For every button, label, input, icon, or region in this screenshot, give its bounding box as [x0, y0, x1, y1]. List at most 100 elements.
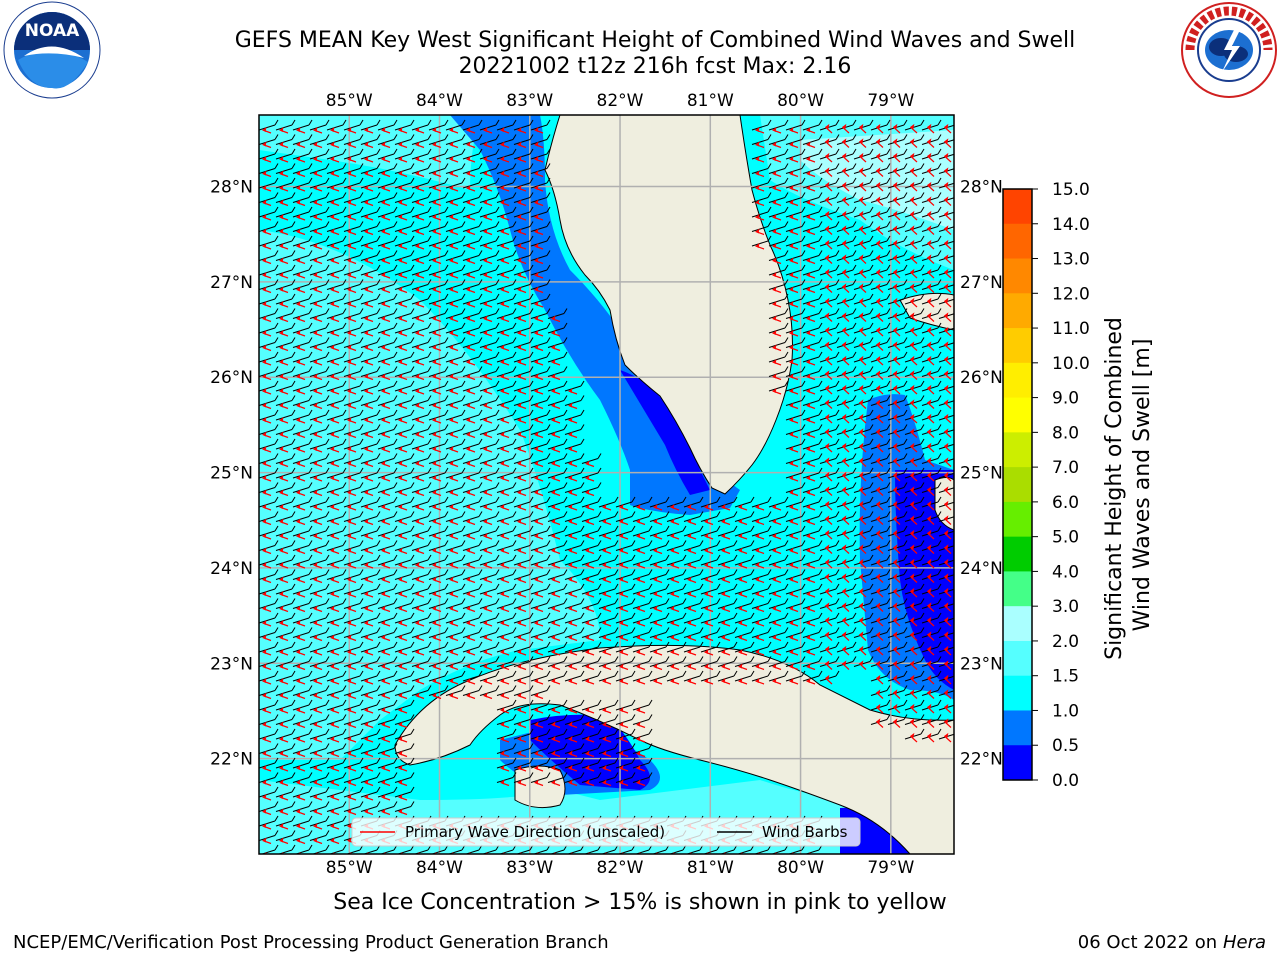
wind-barb: [292, 835, 310, 841]
wind-barb: [717, 501, 735, 508]
wind-barb: [785, 371, 803, 377]
wind-barb: [326, 516, 344, 522]
wind-barb: [377, 124, 395, 131]
lon-ticks-top: 85°W 84°W 83°W 82°W 81°W 80°W 79°W: [326, 91, 915, 111]
wind-barb: [802, 458, 820, 464]
wind-barb: [564, 429, 582, 435]
lat-ticks-right: 28°N27°N26°N25°N24°N23°N22°N: [960, 178, 1003, 770]
wave-direction-arrow: [943, 459, 952, 467]
wind-barb: [345, 849, 361, 854]
wind-barb: [479, 226, 497, 232]
wind-barb: [479, 139, 497, 145]
wind-barb: [700, 588, 718, 595]
wind-barb: [360, 182, 378, 189]
wind-barb: [428, 603, 446, 609]
wind-barb: [309, 835, 327, 841]
wind-barb: [326, 124, 344, 131]
wave-direction-arrow: [824, 445, 833, 453]
lon-tick-label-top: 79°W: [867, 91, 914, 111]
wave-direction-arrow: [875, 517, 884, 525]
wind-barb: [479, 313, 497, 319]
wind-barb: [598, 516, 616, 522]
wave-direction-arrow: [909, 140, 918, 148]
wind-barb: [530, 429, 548, 435]
wind-barb: [428, 458, 446, 464]
wind-barb: [394, 574, 412, 580]
wave-direction-arrow: [875, 155, 884, 163]
wind-barb: [530, 168, 548, 174]
wave-direction-arrow: [824, 619, 833, 627]
wave-direction-arrow: [943, 720, 952, 728]
wind-barb: [768, 255, 786, 261]
wind-barb: [411, 124, 429, 131]
footer-date-text: 06 Oct 2022 on: [1077, 932, 1223, 953]
wind-barb: [785, 153, 803, 160]
wind-barb: [479, 400, 497, 406]
wind-barb: [581, 617, 599, 624]
wind-barb: [394, 646, 412, 653]
wind-barb: [445, 675, 463, 682]
noaa-logo-text: NOAA: [25, 21, 80, 41]
wind-barb: [259, 748, 276, 754]
wind-barb: [275, 603, 293, 609]
colorbar-segment: [1003, 640, 1032, 677]
wind-barb: [377, 516, 395, 522]
wave-direction-arrow: [892, 155, 901, 163]
wind-barb: [700, 559, 718, 566]
wave-direction-arrow: [909, 648, 918, 656]
wind-barb: [377, 646, 395, 653]
wind-barb: [360, 327, 378, 334]
wind-barb: [462, 168, 480, 174]
wind-barb: [394, 153, 412, 160]
wave-direction-arrow: [875, 575, 884, 583]
wind-barb: [547, 646, 565, 653]
wind-barb: [411, 298, 429, 305]
wind-barb: [462, 400, 480, 406]
wind-barb: [445, 139, 463, 145]
wave-direction-arrow: [926, 372, 935, 380]
colorbar-tick-label: 2.0: [1052, 632, 1079, 652]
wave-direction-arrow: [824, 575, 833, 583]
wind-barb: [377, 168, 395, 174]
wind-barb: [343, 255, 361, 261]
wind-barb: [343, 675, 361, 682]
wind-barb: [496, 298, 514, 305]
wave-direction-arrow: [892, 314, 901, 322]
wind-barb: [564, 661, 582, 667]
wave-direction-arrow: [909, 561, 918, 569]
wind-barb: [530, 646, 548, 653]
wind-barb: [292, 777, 310, 783]
wind-barb: [666, 661, 684, 667]
wind-barb: [768, 153, 786, 160]
wave-direction-arrow: [926, 532, 935, 540]
wind-barb: [326, 617, 344, 624]
wave-direction-arrow: [858, 256, 867, 264]
wind-barb: [328, 849, 344, 854]
wind-barb: [428, 269, 446, 276]
wind-barb: [377, 762, 395, 769]
wind-barb: [785, 197, 803, 203]
wave-direction-arrow: [824, 532, 833, 540]
wind-barb: [377, 342, 395, 348]
wind-barb: [666, 559, 684, 566]
wave-direction-arrow: [858, 372, 867, 380]
wind-barb: [360, 704, 378, 711]
wave-direction-arrow: [824, 140, 833, 148]
wave-direction-arrow: [875, 430, 884, 438]
wind-barb: [343, 443, 361, 450]
wind-barb: [309, 516, 327, 522]
wind-barb: [377, 690, 395, 696]
colorbar-tick-label: 5.0: [1052, 528, 1079, 548]
wind-barb: [615, 574, 633, 580]
wind-barb: [479, 197, 497, 203]
wave-direction-arrow: [909, 706, 918, 714]
wind-barb: [547, 342, 565, 348]
wave-direction-arrow: [875, 590, 884, 598]
wind-barb: [326, 472, 344, 479]
wind-barb: [564, 472, 582, 479]
wind-barb: [547, 429, 565, 435]
wave-direction-arrow: [892, 401, 901, 409]
wind-barb: [634, 849, 650, 854]
wind-barb: [700, 516, 718, 522]
wave-direction-arrow: [875, 184, 884, 192]
